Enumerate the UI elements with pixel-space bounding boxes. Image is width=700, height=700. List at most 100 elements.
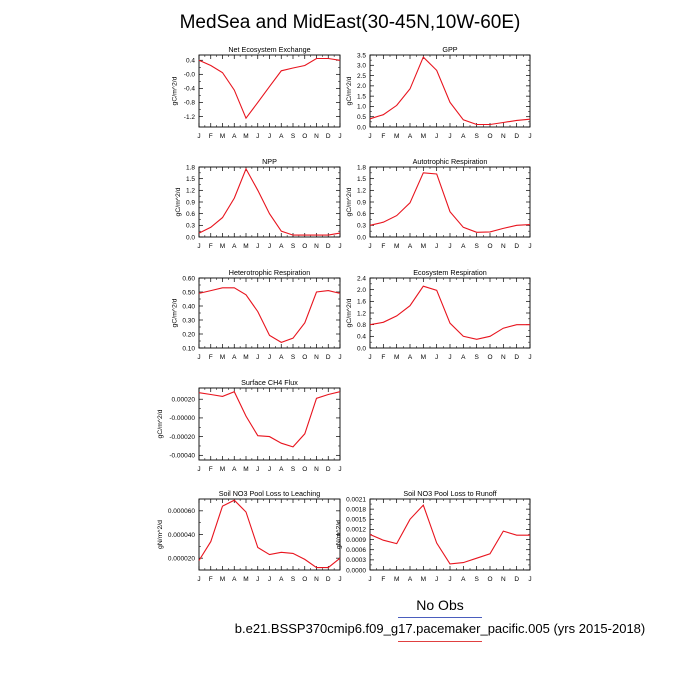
y-tick-label: 0.00020	[172, 397, 196, 404]
y-tick-label: 1.2	[357, 310, 366, 317]
x-tick-label: N	[501, 133, 506, 140]
x-tick-label: J	[338, 354, 341, 361]
legend-title: No Obs	[416, 597, 464, 613]
x-tick-label: J	[338, 466, 341, 473]
series-line	[198, 57, 341, 120]
y-tick-label: 0.30	[182, 317, 195, 324]
y-tick-label: 0.0	[186, 234, 195, 241]
x-tick-label: M	[243, 354, 248, 361]
x-tick-label: S	[474, 576, 479, 583]
y-axis-label: gC/m^2/d	[346, 187, 353, 216]
panel-frame	[369, 498, 531, 571]
y-tick-label: 0.4	[186, 58, 195, 65]
x-tick-label: O	[487, 243, 492, 250]
x-tick-label: M	[220, 576, 225, 583]
y-tick-label: 0.10	[182, 345, 195, 352]
series-line	[369, 172, 531, 233]
series-line	[369, 285, 530, 340]
x-tick-label: F	[209, 133, 213, 140]
x-tick-label: F	[381, 243, 385, 250]
y-tick-label: 0.8	[357, 322, 366, 329]
x-tick-label: J	[368, 243, 371, 250]
x-tick-label: A	[461, 576, 466, 583]
x-tick-label: J	[197, 243, 200, 250]
x-tick-label: M	[220, 354, 225, 361]
x-tick-label: J	[256, 243, 259, 250]
panel-9: Soil NO3 Pool Loss to Runoff J F M A M J J A S O N D…	[335, 489, 531, 583]
panel-title: Net Ecosystem Exchange	[228, 45, 310, 54]
x-tick-label: J	[268, 354, 271, 361]
y-tick-label: 0.0012	[346, 527, 366, 534]
x-tick-label: M	[243, 576, 248, 583]
y-axis-label: gC/m^2/d	[172, 298, 179, 327]
y-axis-label: gC/m^2/d	[175, 187, 182, 216]
y-tick-label: 0.4	[357, 334, 366, 341]
x-tick-label: F	[209, 354, 213, 361]
x-tick-label: F	[209, 576, 213, 583]
y-tick-label: 0.0015	[346, 517, 366, 524]
x-tick-label: O	[302, 466, 307, 473]
panel-frame	[369, 166, 531, 238]
panel-frame	[369, 277, 531, 349]
y-tick-label: 0.0006	[346, 547, 366, 554]
y-tick-label: 0.3	[186, 223, 195, 230]
y-tick-label: 1.5	[357, 176, 366, 183]
y-tick-label: 0.60	[182, 275, 195, 282]
x-tick-label: J	[268, 133, 271, 140]
x-tick-label: M	[421, 576, 426, 583]
y-tick-label: -0.00020	[169, 434, 195, 441]
x-tick-label: A	[279, 133, 284, 140]
x-tick-label: J	[338, 133, 341, 140]
y-tick-label: 0.0018	[346, 506, 366, 513]
y-axis-label: gC/m^2/d	[346, 298, 353, 327]
x-tick-label: D	[326, 576, 331, 583]
y-tick-label: 0.9	[186, 199, 195, 206]
y-tick-label: 0.000020	[168, 555, 195, 562]
x-tick-label: O	[487, 133, 492, 140]
x-tick-label: J	[528, 576, 531, 583]
x-tick-label: J	[268, 576, 271, 583]
x-tick-label: J	[368, 576, 371, 583]
x-tick-label: J	[435, 243, 438, 250]
y-tick-label: 2.4	[357, 275, 366, 282]
series-line	[198, 390, 341, 448]
y-tick-label: -0.0	[184, 72, 196, 79]
x-tick-label: M	[220, 243, 225, 250]
y-axis-label: gN/m^2/d	[335, 520, 342, 549]
x-tick-label: J	[256, 466, 259, 473]
x-tick-label: J	[435, 576, 438, 583]
x-tick-label: D	[326, 133, 331, 140]
x-tick-label: A	[232, 576, 237, 583]
y-axis-label: gN/m^2/d	[157, 520, 164, 549]
x-tick-label: A	[461, 243, 466, 250]
x-tick-label: M	[421, 243, 426, 250]
y-tick-label: 2.0	[357, 83, 366, 90]
legend-run-label: b.e21.BSSP370cmip6.f09_g17.pacemaker_pac…	[234, 621, 646, 636]
x-tick-label: J	[256, 354, 259, 361]
x-tick-label: A	[408, 576, 413, 583]
x-tick-label: M	[243, 133, 248, 140]
y-tick-label: 0.9	[357, 199, 366, 206]
x-tick-label: N	[314, 133, 319, 140]
x-tick-label: J	[268, 243, 271, 250]
legend-line-model	[398, 641, 482, 642]
series-line	[198, 167, 341, 236]
y-tick-label: 0.0	[357, 124, 366, 131]
x-tick-label: J	[435, 354, 438, 361]
x-tick-label: J	[197, 354, 200, 361]
x-tick-label: M	[243, 466, 248, 473]
x-tick-label: A	[232, 466, 237, 473]
x-tick-label: M	[394, 243, 399, 250]
panel-frame	[198, 498, 341, 571]
x-tick-label: J	[338, 576, 341, 583]
panel-title: NPP	[262, 157, 277, 166]
y-tick-label: -0.00040	[169, 453, 195, 460]
y-tick-label: 0.0	[357, 234, 366, 241]
x-tick-label: O	[302, 243, 307, 250]
x-tick-label: M	[394, 354, 399, 361]
